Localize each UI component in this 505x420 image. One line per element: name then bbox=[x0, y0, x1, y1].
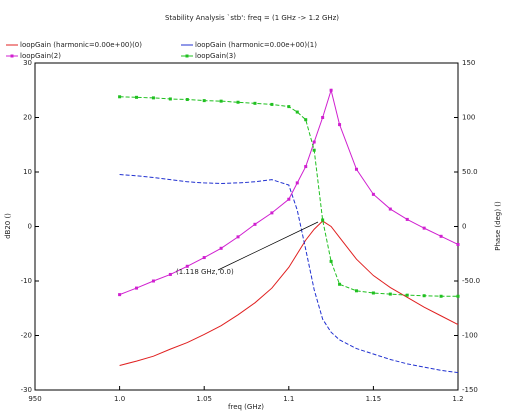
y-tick-label: -10 bbox=[21, 277, 32, 285]
series-marker bbox=[304, 165, 308, 169]
series-marker bbox=[338, 123, 342, 127]
plot-frame bbox=[34, 62, 459, 391]
series-marker bbox=[338, 282, 342, 286]
series-marker bbox=[168, 272, 172, 276]
series-marker bbox=[321, 218, 325, 222]
y2-tick-label: 0 bbox=[462, 223, 466, 231]
legend-marker bbox=[185, 54, 189, 58]
series-marker bbox=[135, 95, 139, 99]
series-marker bbox=[287, 105, 291, 109]
y-axis-label: dB20 () bbox=[4, 213, 12, 239]
y2-axis-label: Phase (deg) () bbox=[494, 201, 502, 251]
series-marker bbox=[295, 110, 299, 114]
y2-tick-label: 150 bbox=[462, 59, 475, 67]
series-marker bbox=[118, 95, 122, 99]
series-marker bbox=[388, 292, 392, 296]
series-marker bbox=[405, 217, 409, 221]
series-line bbox=[119, 220, 459, 366]
y2-tick-label: -50.0 bbox=[462, 277, 480, 285]
y2-tick-label: 100 bbox=[462, 114, 475, 122]
series-marker bbox=[236, 235, 240, 239]
series-marker bbox=[118, 293, 122, 297]
series-marker bbox=[422, 226, 426, 230]
legend-label: loopGain(2) bbox=[20, 52, 61, 60]
x-axis-label: freq (GHz) bbox=[228, 403, 264, 411]
series-marker bbox=[439, 234, 443, 238]
x-tick-label: 1.2 bbox=[452, 395, 463, 403]
x-tick-label: 1.0 bbox=[114, 395, 125, 403]
legend-label: loopGain (harmonic=0.00e+00)(1) bbox=[195, 41, 317, 49]
y-tick-label: 30 bbox=[23, 59, 32, 67]
series-marker bbox=[219, 99, 223, 103]
series-marker bbox=[253, 222, 257, 226]
series-marker bbox=[405, 293, 409, 297]
y-tick-label: 10 bbox=[23, 168, 32, 176]
legend-label: loopGain(3) bbox=[195, 52, 236, 60]
series-marker bbox=[202, 99, 206, 103]
series-line bbox=[119, 88, 459, 296]
y-tick-label: 20 bbox=[23, 114, 32, 122]
x-tick-label: 1.1 bbox=[283, 395, 294, 403]
series-marker bbox=[185, 264, 189, 268]
series-marker bbox=[312, 140, 316, 144]
series-marker bbox=[321, 116, 325, 119]
series-marker bbox=[439, 294, 443, 298]
series-marker bbox=[135, 286, 139, 290]
series-marker bbox=[287, 197, 291, 201]
series-marker bbox=[304, 118, 308, 122]
series-marker bbox=[329, 259, 333, 263]
series-marker bbox=[456, 242, 460, 246]
series-marker bbox=[295, 181, 299, 185]
series-marker bbox=[151, 279, 155, 283]
series-marker bbox=[422, 294, 426, 298]
series-marker bbox=[202, 256, 206, 260]
series-marker bbox=[151, 96, 155, 100]
y-tick-label: -30 bbox=[21, 386, 32, 394]
series-marker bbox=[388, 207, 392, 211]
series-marker bbox=[270, 102, 274, 106]
annotation-leader bbox=[217, 221, 319, 271]
legend-label: loopGain (harmonic=0.00e+00)(0) bbox=[20, 41, 142, 49]
y-tick-label: 0 bbox=[28, 223, 32, 231]
y2-tick-label: -100 bbox=[462, 332, 478, 340]
series-marker bbox=[270, 211, 274, 215]
x-tick-label: 1.15 bbox=[366, 395, 382, 403]
series-marker bbox=[371, 192, 375, 196]
series-marker bbox=[185, 98, 189, 102]
series-marker bbox=[253, 101, 257, 105]
series-line bbox=[119, 96, 458, 297]
y2-tick-label: -150 bbox=[462, 386, 478, 394]
series-marker bbox=[354, 167, 358, 171]
y-tick-label: -20 bbox=[21, 332, 32, 340]
legend-marker bbox=[10, 54, 14, 58]
chart-title: Stability Analysis `stb': freq = (1 GHz … bbox=[165, 14, 339, 22]
series-marker bbox=[168, 97, 172, 101]
y2-tick-label: 50.0 bbox=[462, 168, 478, 176]
x-tick-label: 950 bbox=[28, 395, 41, 403]
series-marker bbox=[456, 294, 460, 298]
series-marker bbox=[219, 246, 223, 250]
annotation: (1.118 GHz, 0.0) bbox=[176, 268, 234, 276]
series-marker bbox=[236, 100, 240, 104]
series-marker bbox=[329, 88, 333, 92]
series-marker bbox=[312, 148, 316, 152]
series-marker bbox=[354, 289, 358, 293]
x-tick-label: 1.05 bbox=[196, 395, 212, 403]
series-marker bbox=[371, 291, 375, 295]
